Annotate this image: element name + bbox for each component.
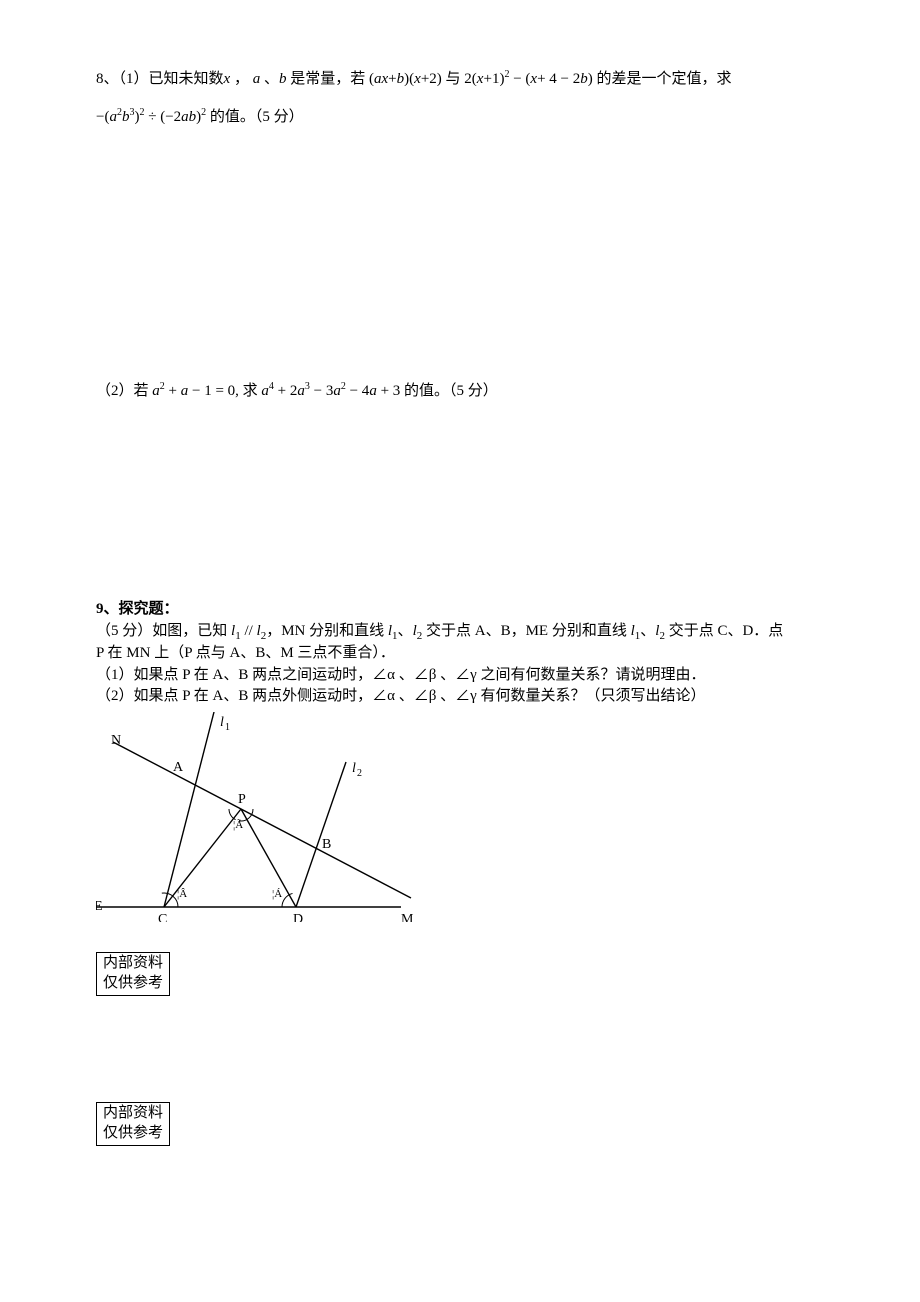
svg-text:C: C	[158, 912, 167, 922]
svg-text:¦Â: ¦Â	[177, 888, 187, 900]
q9-title: 9、探究题：	[96, 597, 856, 618]
svg-text:B: B	[322, 837, 331, 852]
question-8-part2: （2）若 a2 + a − 1 = 0, 求 a4 + 2a3 − 3a2 − …	[96, 379, 856, 400]
geometry-diagram: NAPBECDMl1l2¦Â¦Ã¦Á	[96, 712, 416, 922]
svg-text:A: A	[173, 760, 184, 775]
svg-text:¦Á: ¦Á	[272, 888, 282, 900]
svg-text:P: P	[238, 792, 246, 807]
svg-text:l: l	[352, 761, 356, 776]
question-9: 9、探究题： （5 分）如图，已知 l1 // l2，MN 分别和直线 l1、l…	[96, 597, 856, 708]
svg-text:2: 2	[357, 768, 362, 779]
svg-text:D: D	[293, 912, 303, 922]
svg-text:N: N	[111, 733, 121, 748]
question-8-part1: 8、（1）已知未知数x ， a 、b 是常量，若 (ax+b)(x+2) 与 2…	[96, 68, 856, 91]
q9-body: （5 分）如图，已知 l1 // l2，MN 分别和直线 l1、l2 交于点 A…	[96, 621, 856, 708]
q8-number: 8、	[96, 71, 119, 87]
svg-text:¦Ã: ¦Ã	[233, 819, 243, 831]
svg-text:M: M	[401, 912, 414, 922]
question-8-part1-line2: −(a2b3)2 ÷ (−2ab)2 的值。（5 分）	[96, 105, 856, 126]
svg-text:1: 1	[225, 722, 230, 733]
internal-material-box-2: 内部资料 仅供参考	[96, 1102, 170, 1146]
svg-text:E: E	[96, 899, 103, 914]
svg-text:l: l	[220, 715, 224, 730]
internal-material-box-1: 内部资料 仅供参考	[96, 952, 170, 996]
